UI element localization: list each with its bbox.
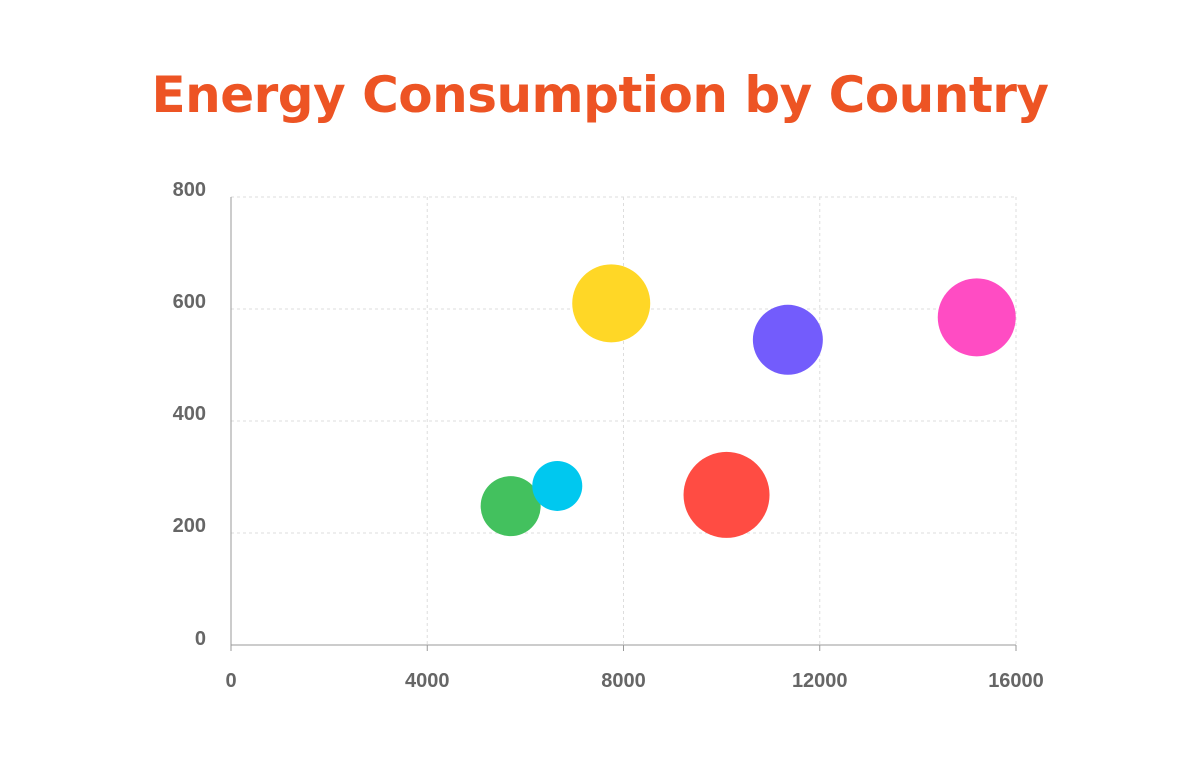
bubble-point[interactable] [480,476,541,537]
bubble-point[interactable] [683,451,770,538]
x-tick-label: 8000 [601,670,646,692]
bubble-point[interactable] [752,304,823,375]
y-tick-label: 0 [195,628,206,650]
chart-title: Energy Consumption by Country [151,66,1049,124]
x-tick-label: 16000 [988,670,1044,692]
x-tick-label: 12000 [792,670,848,692]
y-tick-label: 400 [173,403,206,425]
bubble-point[interactable] [572,264,651,343]
bubble-point[interactable] [532,460,583,511]
tick-labels: 0 4000 8000 12000 16000 0 200 400 600 800 [173,179,1044,692]
bubble-point[interactable] [937,278,1016,357]
y-tick-label: 200 [173,515,206,537]
y-tick-label: 800 [173,179,206,201]
x-tick-label: 0 [225,670,236,692]
x-tick-label: 4000 [405,670,450,692]
bubbles [480,264,1016,538]
y-tick-label: 600 [173,291,206,313]
axes [230,197,1017,651]
grid-lines [231,196,1017,645]
